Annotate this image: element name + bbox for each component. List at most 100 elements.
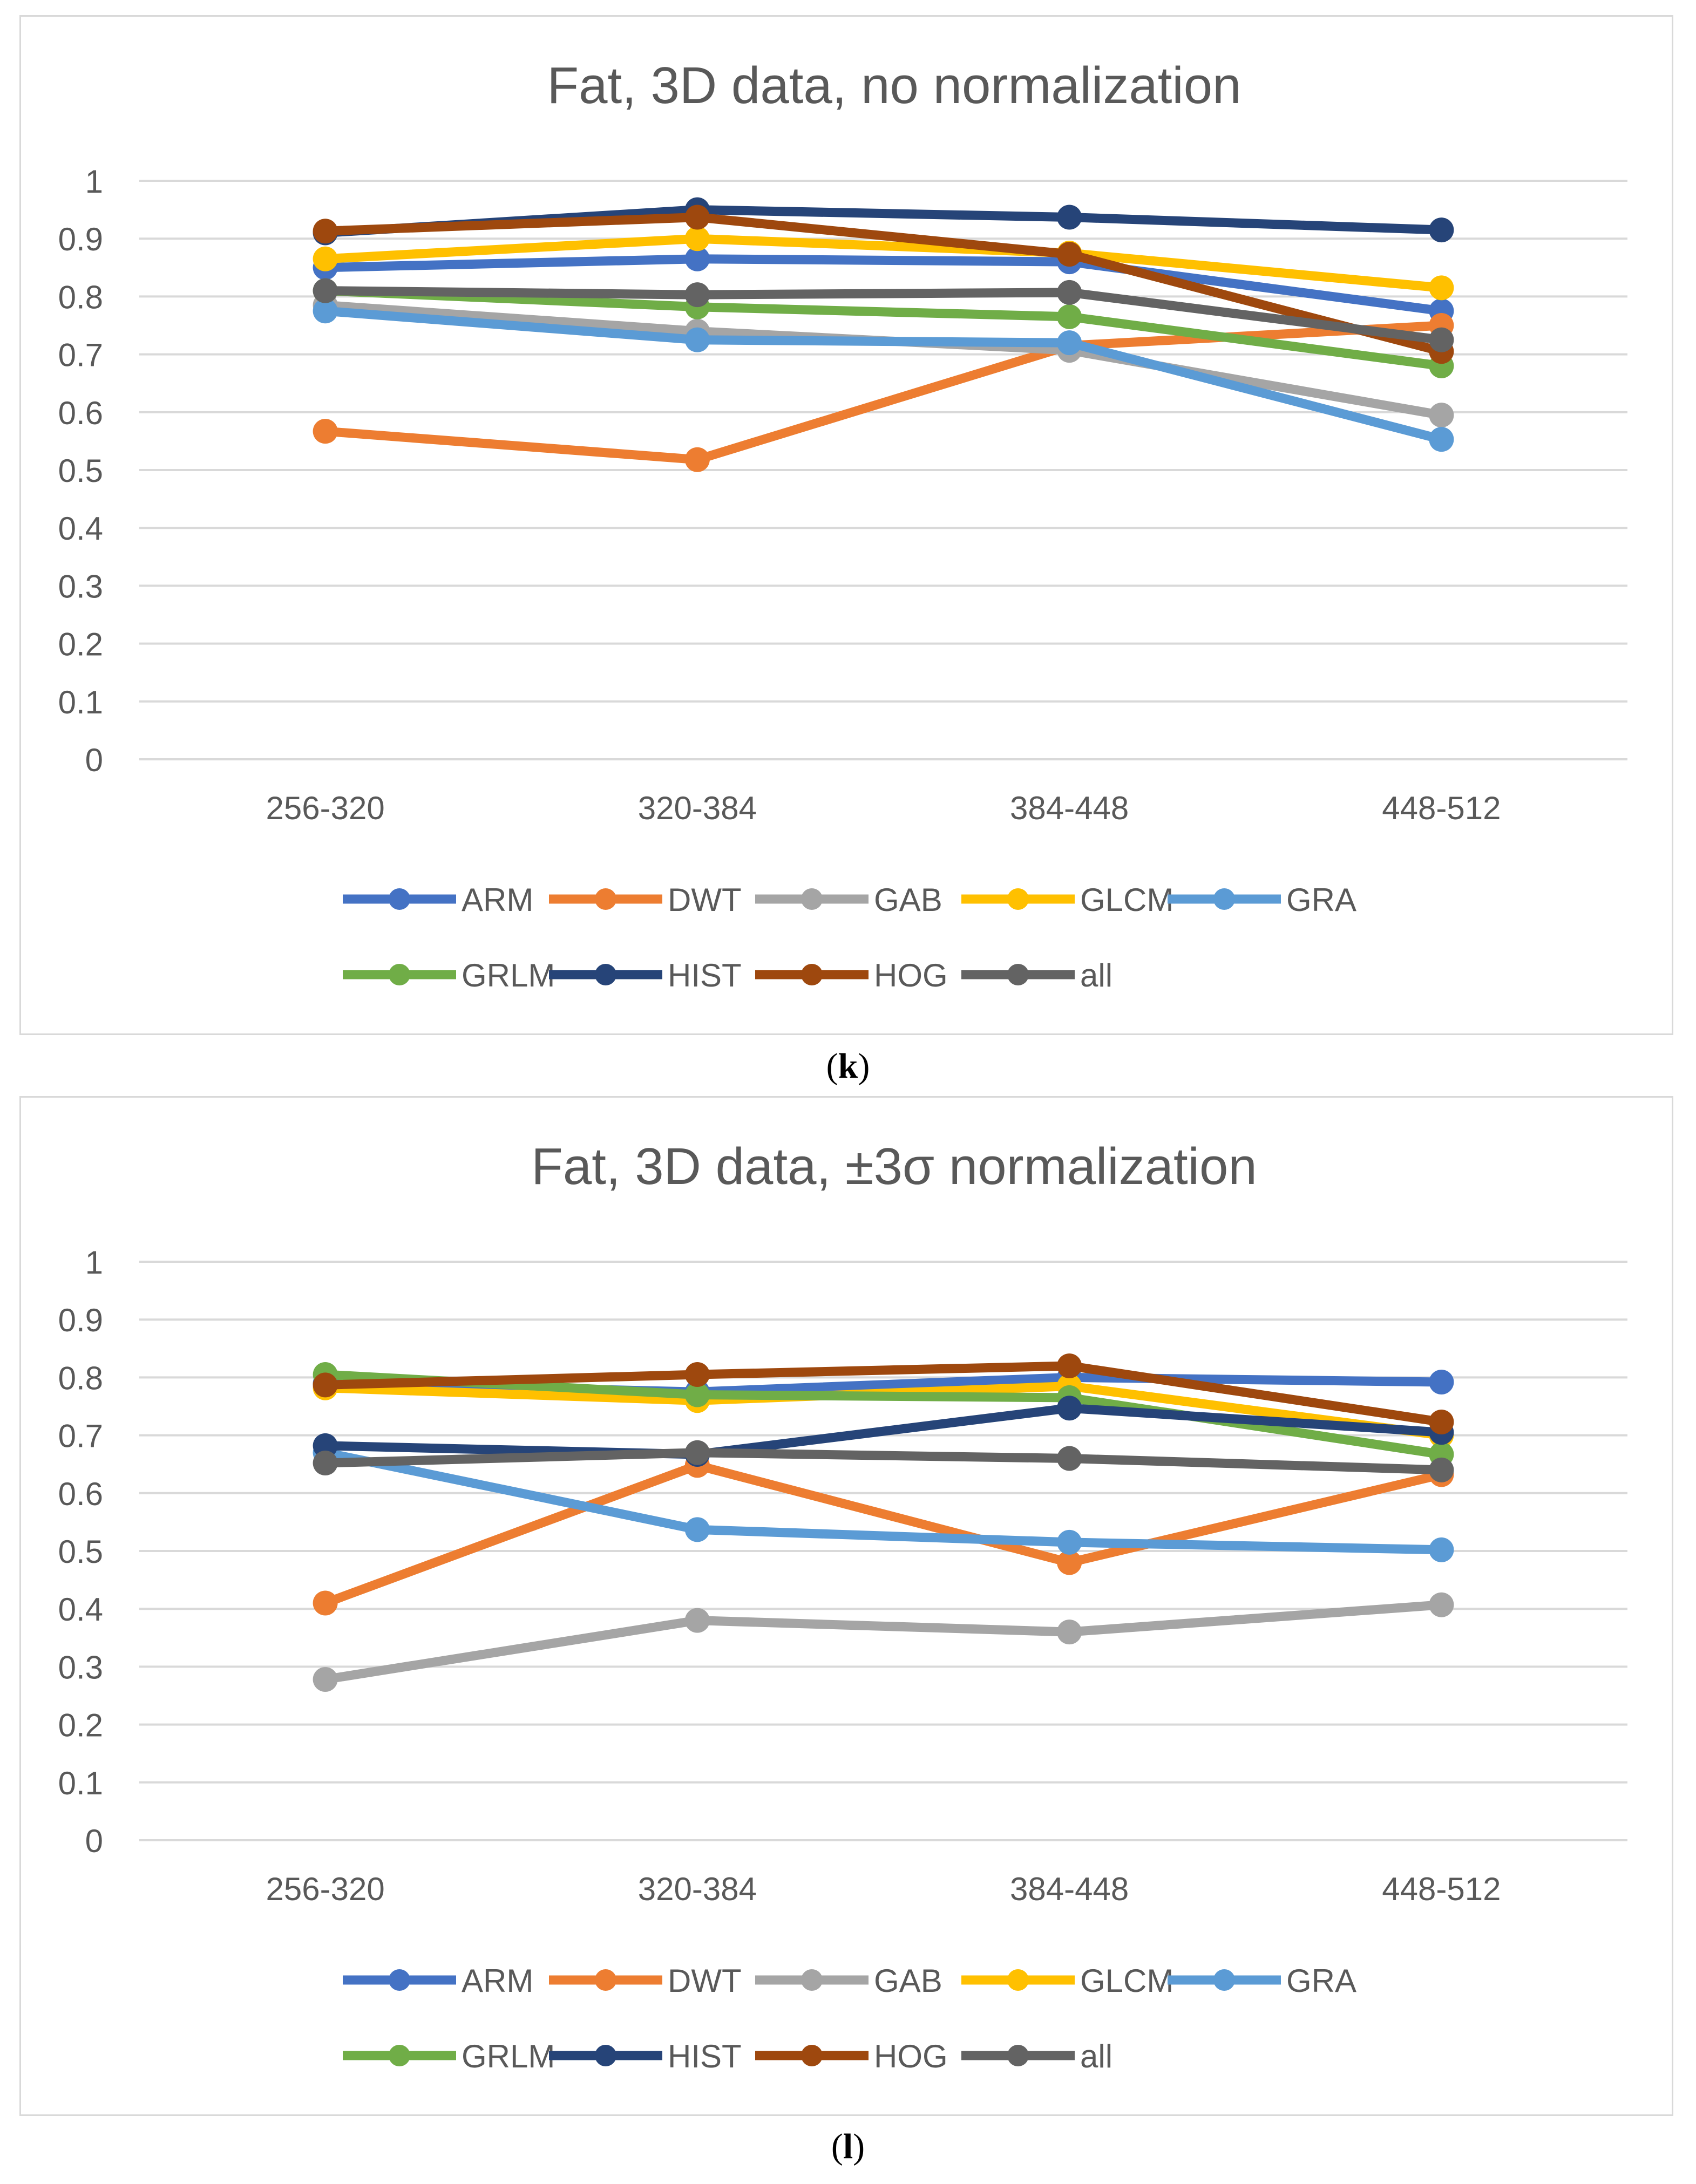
line-chart-3sigma-normalization: Fat, 3D data, ±3σ normalization 0 0.1 0.2 0.…: [58, 1138, 1627, 2074]
x-tick-label-448-512: 448-512: [1382, 1871, 1501, 1907]
legend-marker-gra: [1213, 1969, 1235, 1991]
data-point-gra-256-320: [313, 298, 338, 324]
data-point-glcm-320-384: [684, 226, 710, 251]
chart-title: Fat, 3D data, no normalization: [547, 57, 1241, 114]
legend-item-gra: GRA: [1168, 882, 1356, 918]
legend-item-grlm: GRLM: [343, 2038, 555, 2074]
series-line-arm: [321, 254, 1446, 316]
legend-marker-arm: [389, 888, 410, 910]
data-point-all-448-512: [1429, 1457, 1454, 1482]
x-tick-label-256-320: 256-320: [266, 1871, 385, 1907]
legend-marker-all: [1007, 2045, 1029, 2066]
legend-label-glcm: GLCM: [1080, 1963, 1173, 1999]
series-line-glcm: [321, 234, 1446, 292]
legend-item-hist: HIST: [549, 957, 742, 994]
series-line-dwt: [321, 321, 1446, 465]
data-point-hog-384-448: [1057, 1353, 1082, 1378]
data-point-gab-256-320: [313, 1666, 338, 1692]
data-point-all-320-384: [684, 1440, 710, 1465]
legend-label-hog: HOG: [874, 957, 948, 994]
y-tick-label-1: 1: [85, 1244, 103, 1281]
x-tick-label-448-512: 448-512: [1382, 790, 1501, 826]
y-tick-label-0-5: 0.5: [58, 1534, 103, 1570]
legend-marker-hist: [595, 2045, 616, 2066]
x-tick-label-384-448: 384-448: [1010, 790, 1129, 826]
y-tick-label-0-1: 0.1: [58, 684, 103, 720]
data-point-all-384-448: [1057, 280, 1082, 305]
data-point-dwt-384-448: [1057, 1550, 1082, 1575]
legend-marker-glcm: [1007, 1969, 1029, 1991]
legend-item-glcm: GLCM: [961, 882, 1173, 918]
y-tick-label-0-2: 0.2: [58, 627, 103, 663]
legend-item-grlm: GRLM: [343, 957, 555, 994]
legend-label-hog: HOG: [874, 2038, 948, 2074]
series-line-hog: [321, 1361, 1446, 1427]
legend-label-hist: HIST: [668, 2038, 742, 2074]
data-point-dwt-256-320: [313, 419, 338, 444]
data-point-hist-256-320: [313, 1433, 338, 1458]
legend-item-gab: GAB: [755, 1963, 942, 1999]
y-tick-label-0-3: 0.3: [58, 568, 103, 604]
data-point-dwt-256-320: [313, 1590, 338, 1616]
legend-item-all: all: [961, 2038, 1112, 2074]
y-tick-label-0-9: 0.9: [58, 1302, 103, 1338]
series-line-grlm: [321, 1370, 1446, 1459]
figure-caption-k: (k): [826, 1046, 870, 1086]
data-point-dwt-320-384: [684, 447, 710, 472]
y-tick-label-0-8: 0.8: [58, 279, 103, 315]
legend-label-grlm: GRLM: [462, 2038, 555, 2074]
y-tick-label-0: 0: [85, 1823, 103, 1859]
series-line-grlm: [321, 286, 1446, 371]
series-line-all: [321, 1448, 1446, 1475]
legend-item-gab: GAB: [755, 882, 942, 918]
data-point-hist-448-512: [1429, 217, 1454, 243]
legend-marker-hog: [801, 2045, 823, 2066]
x-tick-label-384-448: 384-448: [1010, 1871, 1129, 1907]
legend-marker-dwt: [595, 888, 616, 910]
legend-marker-gab: [801, 1969, 823, 1991]
data-point-glcm-448-512: [1429, 275, 1454, 301]
data-point-all-448-512: [1429, 327, 1454, 352]
data-point-hog-320-384: [684, 1362, 710, 1387]
legend-label-arm: ARM: [462, 1963, 533, 1999]
data-point-glcm-256-320: [313, 246, 338, 271]
data-point-grlm-320-384: [684, 1382, 710, 1407]
y-tick-label-0-1: 0.1: [58, 1765, 103, 1801]
data-point-all-256-320: [313, 1451, 338, 1476]
series-line-gab: [321, 1600, 1446, 1684]
legend-item-all: all: [961, 957, 1112, 994]
series-line-dwt: [321, 1460, 1446, 1608]
legend-label-hist: HIST: [668, 957, 742, 994]
data-point-hog-256-320: [313, 1372, 338, 1398]
figure-caption-l: (l): [831, 2127, 865, 2166]
legend-item-hog: HOG: [755, 957, 948, 994]
y-tick-label-0-7: 0.7: [58, 1418, 103, 1454]
y-tick-label-0-6: 0.6: [58, 1476, 103, 1512]
legend-item-hog: HOG: [755, 2038, 948, 2074]
legend-label-all: all: [1080, 957, 1112, 994]
legend-marker-glcm: [1007, 888, 1029, 910]
data-point-arm-448-512: [1429, 1369, 1454, 1394]
y-tick-label-0-8: 0.8: [58, 1360, 103, 1396]
legend-marker-dwt: [595, 1969, 616, 1991]
chart-panel-l: Fat, 3D data, ±3σ normalization 0 0.1 0.2 0.…: [19, 1096, 1673, 2116]
x-tick-label-256-320: 256-320: [266, 790, 385, 826]
data-point-gab-448-512: [1429, 403, 1454, 428]
legend-item-glcm: GLCM: [961, 1963, 1173, 1999]
legend-marker-grlm: [389, 2045, 410, 2066]
y-tick-label-0-4: 0.4: [58, 1591, 103, 1628]
data-point-gra-448-512: [1429, 427, 1454, 452]
legend-label-dwt: DWT: [668, 1963, 742, 1999]
legend-marker-hist: [595, 964, 616, 985]
y-tick-label-0-6: 0.6: [58, 395, 103, 431]
legend-item-dwt: DWT: [549, 1963, 742, 1999]
legend-item-dwt: DWT: [549, 882, 742, 918]
legend-label-dwt: DWT: [668, 882, 742, 918]
series-line-all: [321, 286, 1446, 345]
y-tick-label-0: 0: [85, 742, 103, 778]
data-point-hog-256-320: [313, 219, 338, 244]
legend-label-grlm: GRLM: [462, 957, 555, 994]
legend-item-gra: GRA: [1168, 1963, 1356, 1999]
legend-label-gra: GRA: [1286, 1963, 1356, 1999]
data-point-gab-384-448: [1057, 1620, 1082, 1645]
